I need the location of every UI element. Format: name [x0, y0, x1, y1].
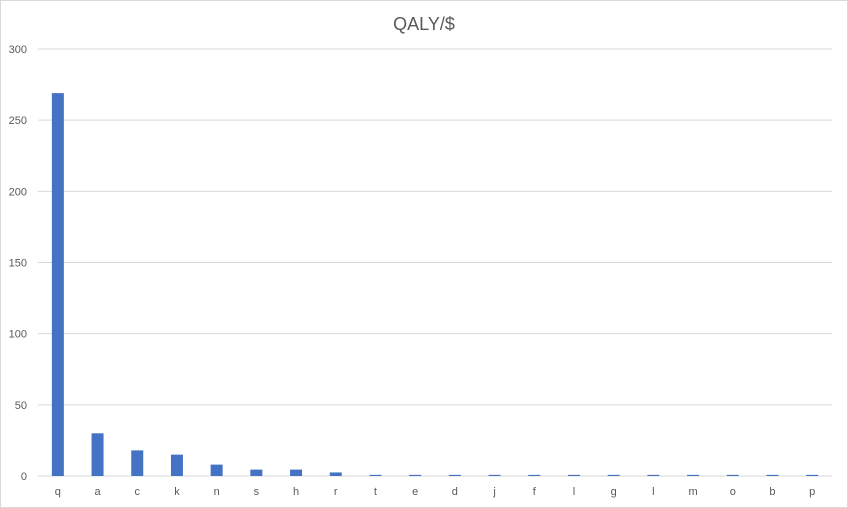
y-tick-label: 100	[9, 329, 27, 341]
gridlines	[38, 48, 832, 477]
x-tick-label: d	[452, 486, 458, 498]
x-tick-label: h	[293, 486, 299, 498]
x-tick-label: l	[652, 486, 654, 498]
bar-m	[687, 474, 700, 476]
bar-l	[567, 474, 580, 476]
bar-l	[647, 474, 660, 476]
bar-q	[51, 93, 64, 476]
y-tick-label: 200	[9, 186, 27, 198]
y-axis-ticks: 0 50 100 150 200 250 300	[9, 44, 27, 483]
bar-a	[91, 433, 104, 476]
bars	[51, 93, 819, 476]
bar-k	[170, 454, 183, 476]
x-tick-label: f	[533, 486, 537, 498]
bar-o	[726, 474, 739, 476]
x-tick-label: p	[809, 486, 815, 498]
bar-p	[806, 474, 819, 476]
bar-e	[409, 474, 422, 476]
bar-t	[369, 474, 382, 476]
bar-h	[290, 469, 303, 476]
x-tick-label: g	[611, 486, 617, 498]
x-tick-label: s	[254, 486, 260, 498]
x-tick-label: c	[135, 486, 141, 498]
x-tick-label: o	[730, 486, 736, 498]
bar-b	[766, 474, 779, 476]
y-tick-label: 250	[9, 115, 27, 127]
x-tick-label: a	[94, 486, 101, 498]
bar-g	[607, 474, 620, 476]
chart-title: QALY/$	[393, 14, 455, 34]
x-tick-label: k	[174, 486, 180, 498]
bar-c	[131, 450, 144, 476]
x-tick-label: e	[412, 486, 418, 498]
x-tick-label: j	[492, 486, 495, 498]
y-tick-label: 150	[9, 258, 27, 270]
bar-n	[210, 464, 223, 476]
x-tick-label: q	[55, 486, 61, 498]
x-tick-label: m	[688, 486, 697, 498]
x-tick-label: b	[769, 486, 775, 498]
x-tick-label: t	[374, 486, 377, 498]
bar-f	[528, 474, 541, 476]
y-tick-label: 50	[15, 400, 27, 412]
y-tick-label: 300	[9, 44, 27, 56]
x-tick-label: l	[573, 486, 575, 498]
bar-d	[448, 474, 461, 476]
bar-s	[250, 469, 263, 476]
y-tick-label: 0	[21, 471, 27, 483]
bar-j	[488, 474, 501, 476]
x-tick-label: n	[214, 486, 220, 498]
x-tick-label: r	[334, 486, 338, 498]
bar-r	[329, 472, 342, 476]
